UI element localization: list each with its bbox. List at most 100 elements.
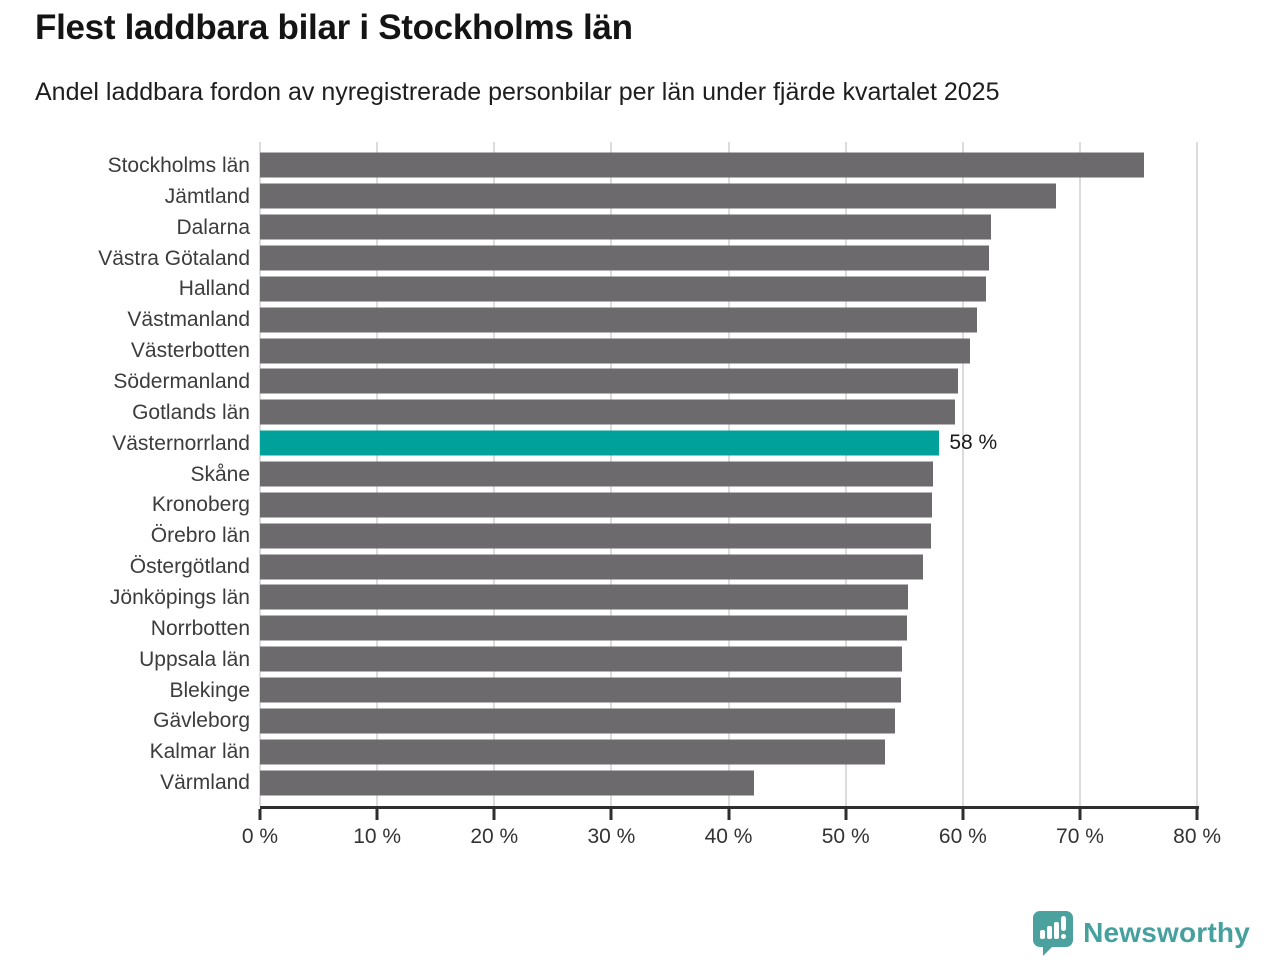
bar-row: Kalmar län [0,736,1197,767]
bar-row: Halland [0,273,1197,304]
category-label: Halland [178,277,250,301]
bar [260,152,1145,178]
bar-track [260,705,1197,736]
bar [260,183,1057,209]
category-label: Kalmar län [149,740,250,764]
bar [260,492,933,518]
axis-tick [727,809,731,820]
bar [260,276,987,302]
bar-track [260,520,1197,551]
category-label: Stockholms län [107,153,250,177]
bar-row: Värmland [0,767,1197,798]
bar [260,615,907,641]
bar [260,646,902,672]
axis-tick [492,809,496,820]
bar-track [260,736,1197,767]
bar-row: Gotlands län [0,397,1197,428]
bar-row: Västerbotten [0,335,1197,366]
bar-row: Västmanland [0,304,1197,335]
axis-tick-label: 50 % [821,825,870,848]
bar [260,368,959,394]
bar [260,399,955,425]
bar-track [260,181,1197,212]
highlight-value-label: 58 % [949,431,998,455]
category-label: Jämtland [164,184,250,208]
category-label: Örebro län [150,524,250,548]
axis-tick-label: 80 % [1173,825,1222,848]
axis-tick-label: 40 % [704,825,753,848]
page-title: Flest laddbara bilar i Stockholms län [35,8,633,47]
bar-row: Västernorrland 58 % [0,428,1197,459]
category-label: Skåne [190,462,250,486]
axis-tick-label: 10 % [353,825,402,848]
bar-track [260,366,1197,397]
axis-tick-label: 20 % [470,825,519,848]
bar-track [260,243,1197,274]
category-label: Gotlands län [132,400,250,424]
bar [260,677,901,703]
axis-tick [375,809,379,820]
bar-track [260,551,1197,582]
bar-row: Uppsala län [0,644,1197,675]
page-subtitle: Andel laddbara fordon av nyregistrerade … [35,78,1000,106]
newsworthy-logo: Newsworthy [1032,910,1250,956]
category-label: Gävleborg [153,709,250,733]
bar-row: Östergötland [0,551,1197,582]
bar-track [260,273,1197,304]
bar-row: Kronoberg [0,489,1197,520]
bar [260,461,934,487]
category-label: Dalarna [176,215,250,239]
axis-tick-label: 0 % [241,825,279,848]
bar-row: Norrbotten [0,613,1197,644]
category-label: Norrbotten [150,616,250,640]
bar-track [260,212,1197,243]
bar-row: Jämtland [0,181,1197,212]
axis-tick [1195,809,1199,820]
bar-row: Västra Götaland [0,243,1197,274]
bar [260,214,991,240]
axis-tick [1078,809,1082,820]
bar-row: Örebro län [0,520,1197,551]
bar-highlighted [260,430,940,456]
category-label: Kronoberg [151,493,250,517]
bar-row: Stockholms län [0,150,1197,181]
gridline [1078,142,1081,806]
bar-track [260,582,1197,613]
category-label: Värmland [160,771,250,795]
newsworthy-wordmark: Newsworthy [1083,917,1250,948]
category-label: Västra Götaland [98,246,250,270]
bar-row: Jönköpings län [0,582,1197,613]
bar [260,307,977,333]
bar-track [260,397,1197,428]
bar-track: 58 % [260,428,1197,459]
bar-row: Södermanland [0,366,1197,397]
x-axis: 0 % 10 % 20 % 30 % 40 % 50 % 60 % 70 % 80 % [242,806,1221,848]
axis-tick-label: 70 % [1056,825,1104,848]
axis-tick [961,809,965,820]
category-label: Uppsala län [139,647,250,671]
axis-tick-label: 30 % [587,825,636,848]
category-label: Blekinge [169,678,250,702]
bar-row: Dalarna [0,212,1197,243]
bar-track [260,150,1197,181]
bar-track [260,767,1197,798]
bar-track [260,335,1197,366]
gridline [961,142,964,806]
bar-track [260,644,1197,675]
bar-row: Gävleborg [0,705,1197,736]
axis-tick [258,809,262,820]
gridline [1196,142,1198,806]
bar-track [260,489,1197,520]
bar-track [260,613,1197,644]
bar-track [260,675,1197,706]
newsworthy-icon [1033,911,1074,956]
category-label: Östergötland [129,555,250,579]
category-label: Västerbotten [130,339,250,363]
bar [260,708,895,734]
bar-row: Skåne [0,459,1197,490]
bar-row: Blekinge [0,675,1197,706]
bar [260,739,886,765]
bar-rows: Stockholms län Jämtland Dalarna Västra Göta… [0,142,1197,806]
bar [260,245,989,271]
